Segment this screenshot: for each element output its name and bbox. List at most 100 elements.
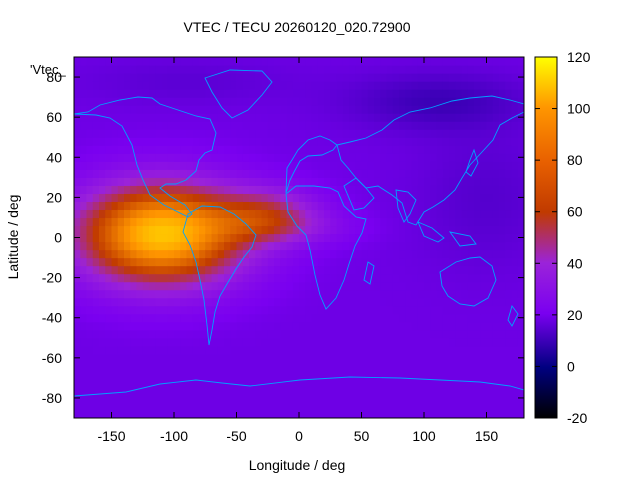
heatmap-cell	[336, 161, 344, 170]
heatmap-cell	[474, 113, 481, 122]
heatmap-cell	[292, 353, 300, 363]
heatmap-cell	[505, 297, 513, 307]
heatmap-cell	[392, 81, 400, 90]
heatmap-cell	[236, 65, 244, 74]
heatmap-cell	[286, 273, 294, 283]
heatmap-cell	[461, 185, 469, 194]
heatmap-cell	[517, 385, 524, 395]
heatmap-cell	[517, 305, 524, 315]
heatmap-cell	[349, 233, 356, 243]
heatmap-cell	[342, 377, 350, 387]
heatmap-cell	[217, 241, 225, 251]
heatmap-cell	[242, 273, 250, 283]
heatmap-cell	[305, 65, 313, 74]
heatmap-cell	[492, 377, 500, 387]
heatmap-cell	[249, 121, 256, 130]
heatmap-cell	[449, 137, 456, 146]
heatmap-cell	[161, 313, 169, 323]
heatmap-cell	[455, 361, 463, 371]
heatmap-cell	[305, 289, 313, 299]
heatmap-cell	[230, 297, 238, 307]
heatmap-cell	[261, 185, 269, 194]
heatmap-cell	[505, 289, 513, 299]
heatmap-cell	[305, 129, 313, 138]
heatmap-cell	[174, 129, 181, 138]
heatmap-cell	[430, 233, 438, 243]
heatmap-cell	[411, 105, 419, 114]
heatmap-cell	[180, 281, 188, 291]
heatmap-cell	[124, 121, 131, 130]
heatmap-cell	[399, 273, 406, 283]
heatmap-cell	[74, 105, 81, 114]
heatmap-cell	[461, 281, 469, 291]
heatmap-cell	[242, 145, 250, 154]
heatmap-cell	[155, 329, 163, 339]
heatmap-cell	[280, 385, 288, 395]
heatmap-cell	[205, 297, 213, 307]
heatmap-cell	[199, 241, 206, 251]
heatmap-cell	[292, 313, 300, 323]
heatmap-cell	[505, 305, 513, 315]
heatmap-cell	[136, 337, 144, 347]
heatmap-cell	[486, 353, 494, 363]
heatmap-cell	[430, 281, 438, 291]
heatmap-cell	[80, 329, 88, 339]
heatmap-cell	[149, 321, 156, 331]
heatmap-cell	[299, 225, 306, 235]
heatmap-cell	[349, 97, 356, 106]
heatmap-cell	[336, 369, 344, 379]
heatmap-cell	[336, 377, 344, 387]
heatmap-cell	[430, 65, 438, 74]
heatmap-cell	[380, 401, 388, 411]
heatmap-cell	[180, 121, 188, 130]
x-tick-label: 0	[295, 428, 303, 444]
heatmap-cell	[417, 145, 425, 154]
heatmap-cell	[367, 305, 375, 315]
heatmap-cell	[505, 353, 513, 363]
heatmap-cell	[474, 225, 481, 235]
heatmap-cell	[324, 409, 331, 418]
heatmap-cell	[386, 353, 394, 363]
heatmap-cell	[274, 249, 281, 259]
heatmap-cell	[124, 257, 131, 267]
heatmap-cell	[455, 201, 463, 211]
heatmap-cell	[311, 137, 319, 146]
heatmap-cell	[174, 297, 181, 307]
heatmap-cell	[367, 201, 375, 211]
heatmap-cell	[480, 273, 488, 283]
heatmap-cell	[99, 185, 106, 194]
heatmap-cell	[211, 321, 219, 331]
heatmap-cell	[161, 401, 169, 411]
heatmap-cell	[286, 241, 294, 251]
heatmap-cell	[361, 225, 369, 235]
heatmap-cell	[305, 353, 313, 363]
heatmap-cell	[386, 193, 394, 202]
heatmap-cell	[180, 353, 188, 363]
heatmap-cell	[86, 121, 94, 130]
heatmap-cell	[80, 137, 88, 146]
heatmap-cell	[336, 73, 344, 82]
heatmap-cell	[336, 193, 344, 202]
heatmap-cell	[474, 241, 481, 251]
heatmap-cell	[311, 345, 319, 355]
heatmap-cell	[455, 353, 463, 363]
heatmap-cell	[136, 297, 144, 307]
heatmap-cell	[80, 273, 88, 283]
heatmap-cell	[236, 193, 244, 202]
heatmap-cell	[105, 281, 113, 291]
heatmap-cell	[261, 57, 269, 66]
heatmap-cell	[280, 217, 288, 227]
heatmap-cell	[417, 305, 425, 315]
heatmap-cell	[336, 201, 344, 211]
heatmap-cell	[299, 89, 306, 98]
heatmap-cell	[342, 177, 350, 186]
heatmap-cell	[199, 345, 206, 355]
heatmap-cell	[305, 177, 313, 186]
heatmap-cell	[449, 169, 456, 178]
heatmap-cell	[211, 233, 219, 243]
heatmap-cell	[430, 177, 438, 186]
heatmap-cell	[274, 81, 281, 90]
heatmap-cell	[155, 65, 163, 74]
heatmap-cell	[142, 241, 150, 251]
heatmap-cell	[311, 193, 319, 202]
